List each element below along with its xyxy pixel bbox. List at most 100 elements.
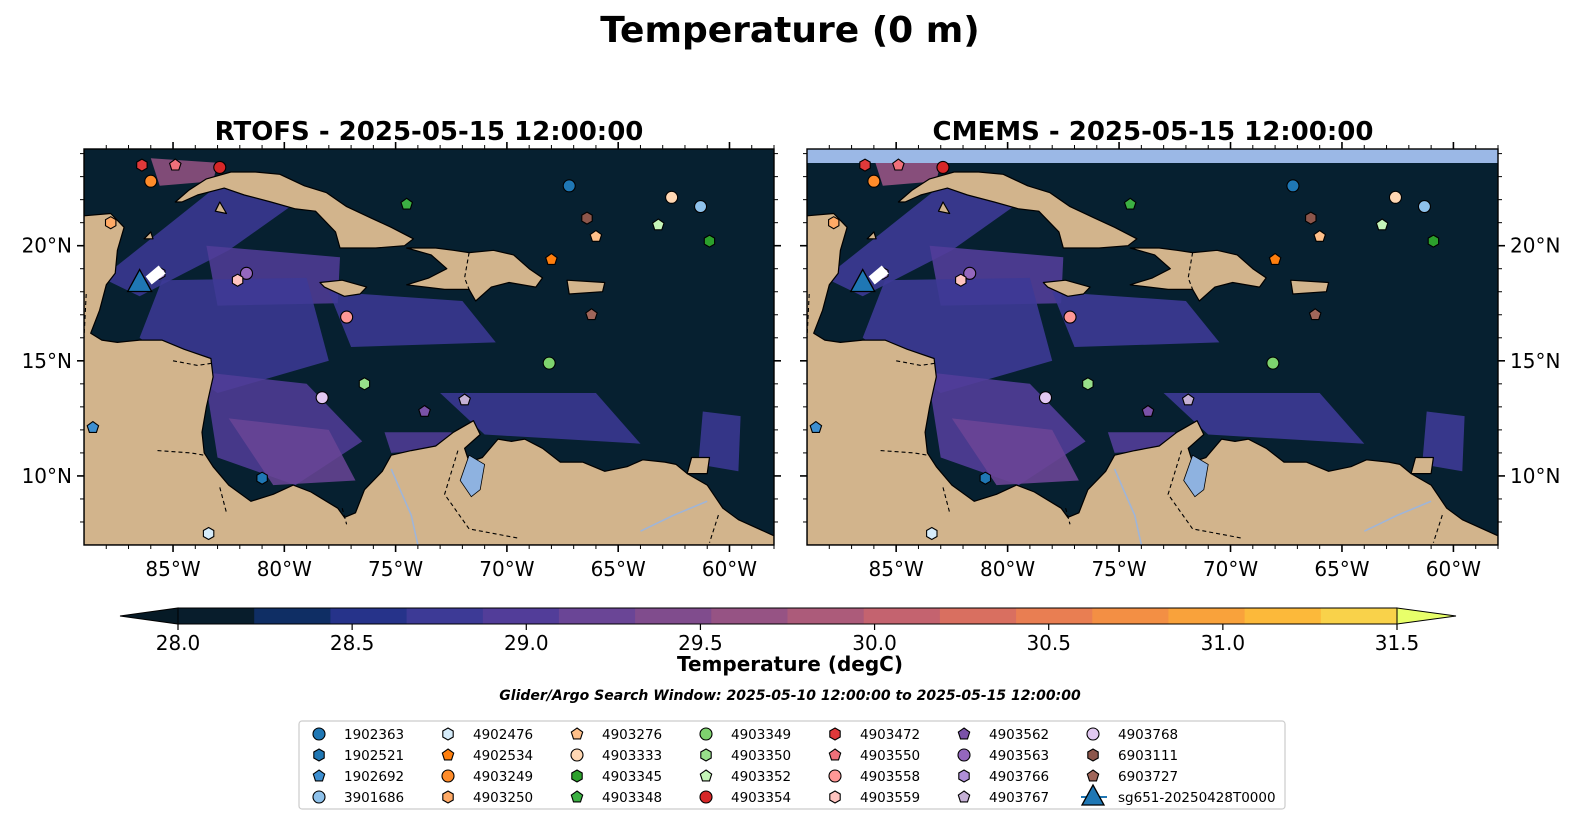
legend-label: 4903562 bbox=[989, 727, 1049, 743]
colorbar-swatch bbox=[1168, 608, 1246, 624]
float-marker-4903250 bbox=[828, 216, 840, 230]
float-marker-3901686 bbox=[1417, 200, 1431, 214]
legend-item-4903767: 4903767 bbox=[957, 790, 1049, 806]
legend-item-6903727: 6903727 bbox=[1086, 769, 1178, 785]
lat-tick-label: 15°N bbox=[1510, 349, 1560, 373]
colorbar-over-extension bbox=[1396, 607, 1457, 625]
colorbar-swatch bbox=[1320, 608, 1398, 624]
lat-tick-label: 15°N bbox=[22, 349, 72, 373]
legend-item-4903550: 4903550 bbox=[828, 748, 920, 764]
colorbar: 28.0 28.5 29.0 29.5 30.0 30.5 31.0 31.5 bbox=[119, 607, 1457, 655]
float-marker-6903727 bbox=[585, 308, 598, 321]
legend-label: 3901686 bbox=[344, 790, 404, 806]
map-frame-rtofs bbox=[83, 148, 775, 546]
colorbar-swatch bbox=[406, 608, 484, 624]
lon-tick-label: 85°W bbox=[145, 557, 200, 581]
country-border bbox=[172, 360, 214, 366]
land bbox=[1042, 279, 1091, 297]
float-marker-4903550 bbox=[168, 158, 182, 171]
country-border bbox=[880, 450, 928, 456]
legend-item-4903350: 4903350 bbox=[700, 748, 791, 764]
temperature-region bbox=[328, 291, 496, 347]
lon-tick-label: 65°W bbox=[1314, 557, 1369, 581]
colorbar-tick-label: 28.0 bbox=[156, 631, 201, 655]
colorbar-swatch bbox=[330, 608, 408, 624]
legend-label: 4902534 bbox=[473, 748, 533, 764]
float-marker-4903767 bbox=[1181, 393, 1195, 406]
land bbox=[686, 456, 711, 475]
legend-item-4903345: 4903345 bbox=[571, 769, 662, 785]
river bbox=[640, 500, 708, 532]
legend-label: 4903550 bbox=[860, 748, 920, 764]
legend-marker-circle bbox=[570, 748, 584, 762]
land bbox=[214, 201, 228, 215]
glider-track bbox=[145, 265, 166, 285]
legend-marker-hexagon bbox=[571, 769, 583, 783]
land bbox=[174, 171, 414, 249]
legend-item-4902476: 4902476 bbox=[442, 727, 533, 743]
float-marker-6903111 bbox=[581, 211, 593, 225]
river bbox=[1363, 500, 1432, 532]
legend-marker-pentagon bbox=[957, 790, 971, 803]
temperature-region bbox=[824, 185, 1030, 297]
land bbox=[566, 279, 606, 295]
legend-item-4903354: 4903354 bbox=[699, 790, 791, 806]
legend-item-sg651-20250428T0000: sg651-20250428T0000 bbox=[1080, 783, 1276, 806]
float-marker-4903354 bbox=[213, 160, 227, 174]
lon-tick-label: 75°W bbox=[1091, 557, 1146, 581]
legend-label: 1902692 bbox=[344, 769, 404, 785]
map-cmems bbox=[807, 149, 1498, 545]
land bbox=[807, 149, 1498, 545]
country-border bbox=[896, 360, 937, 366]
map-panel-cmems: CMEMS - 2025-05-15 12:00:00 85°W 80°W 75°W… bbox=[800, 117, 1560, 581]
legend-marker-hexagon bbox=[700, 748, 712, 762]
legend-label: 4902476 bbox=[473, 727, 533, 743]
float-marker-4903349 bbox=[542, 356, 556, 370]
land bbox=[866, 231, 877, 240]
legend-item-4903562: 4903562 bbox=[957, 727, 1049, 743]
legend-marker-hexagon bbox=[829, 790, 841, 804]
legend-marker-circle bbox=[312, 790, 326, 804]
float-marker-4903276 bbox=[589, 229, 603, 242]
legend-label: 1902521 bbox=[344, 748, 404, 764]
legend-marker-circle bbox=[699, 790, 713, 804]
legend-label: 4903333 bbox=[602, 748, 662, 764]
river bbox=[1113, 468, 1143, 545]
colorbar-swatch bbox=[482, 608, 560, 624]
float-marker-4903350 bbox=[1082, 377, 1094, 391]
colorbar-swatch bbox=[558, 608, 636, 624]
legend-item-4902534: 4902534 bbox=[441, 748, 533, 764]
legend-label: 4903350 bbox=[731, 748, 791, 764]
lon-tick-label: 65°W bbox=[591, 557, 646, 581]
colorbar-tick-label: 30.0 bbox=[852, 631, 897, 655]
legend-marker-pentagon bbox=[1086, 769, 1100, 782]
legend-item-4903472: 4903472 bbox=[829, 727, 920, 743]
legend-marker-circle bbox=[828, 769, 842, 783]
legend-item-4903768: 4903768 bbox=[1086, 727, 1178, 743]
legend-marker-pentagon bbox=[699, 769, 713, 782]
glider-marker bbox=[849, 268, 876, 293]
temperature-region bbox=[951, 418, 1079, 486]
temperature-region bbox=[698, 411, 741, 472]
map-frame-cmems bbox=[806, 148, 1499, 546]
colorbar-tick-label: 31.5 bbox=[1375, 631, 1420, 655]
colorbar-tick-label: 28.5 bbox=[330, 631, 375, 655]
lat-tick-label: 10°N bbox=[22, 464, 72, 488]
country-border bbox=[1167, 450, 1242, 539]
temperature-region bbox=[873, 158, 941, 186]
temperature-region bbox=[101, 185, 307, 297]
float-marker-4903352 bbox=[1375, 218, 1389, 231]
legend-label: 6903727 bbox=[1118, 769, 1178, 785]
legend-marker-pentagon bbox=[957, 727, 971, 740]
colorbar-swatch bbox=[254, 608, 331, 624]
float-marker-1902363 bbox=[1286, 179, 1300, 193]
legend-item-1902692: 1902692 bbox=[312, 769, 404, 785]
float-marker-4902534 bbox=[1268, 252, 1282, 265]
temperature-region bbox=[1422, 411, 1465, 472]
country-border bbox=[942, 487, 951, 513]
legend-label: 6903111 bbox=[1118, 748, 1178, 764]
float-marker-4903558 bbox=[340, 310, 354, 324]
legend-label: 4903348 bbox=[602, 790, 662, 806]
float-marker-1902692 bbox=[86, 420, 100, 433]
